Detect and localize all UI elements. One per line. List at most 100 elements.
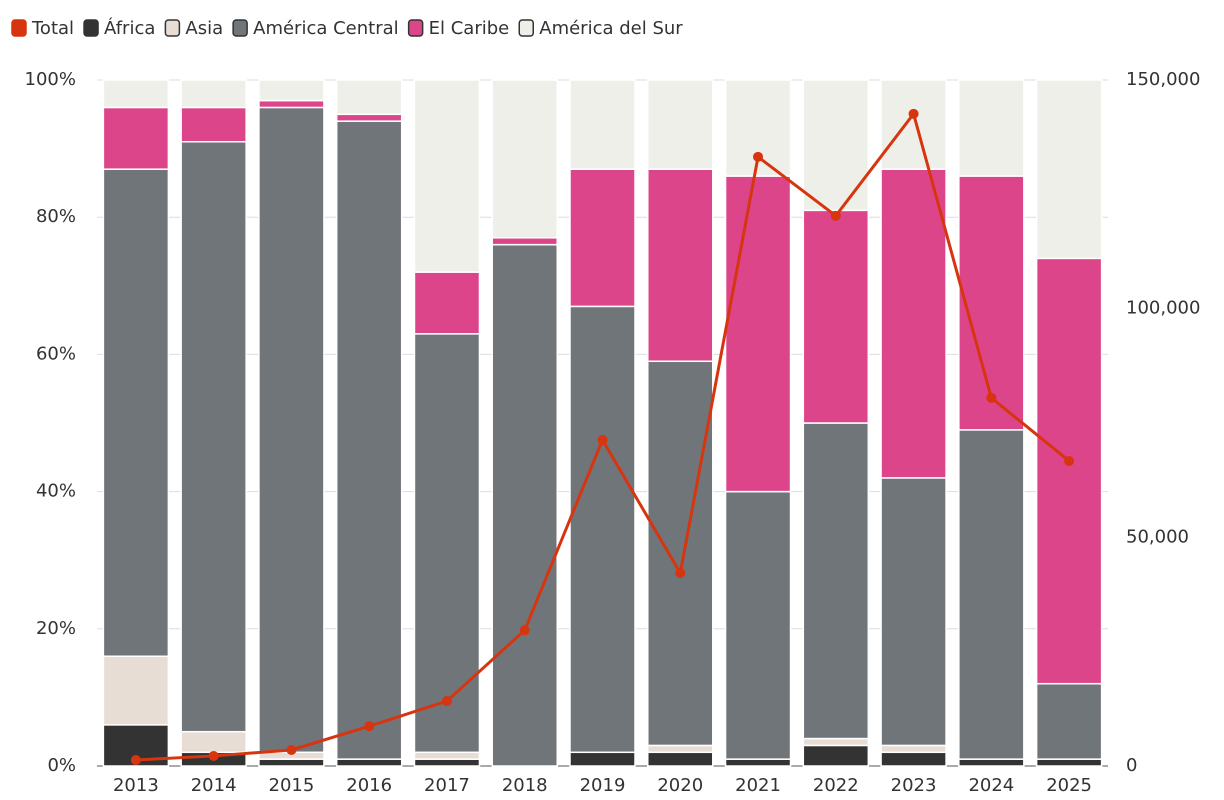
bar-segment	[102, 168, 170, 657]
bar-segment	[802, 79, 870, 212]
y-tick-label: 40%	[36, 481, 76, 502]
bar-segment	[180, 79, 247, 109]
legend-swatch	[518, 19, 534, 37]
x-tick-label: 2023	[891, 775, 937, 796]
bar-segment	[258, 106, 325, 754]
bar-segment	[880, 744, 947, 754]
total-point	[597, 434, 608, 445]
y2-tick-label: 0	[1126, 755, 1137, 776]
bar-segment	[958, 79, 1025, 177]
bar-segment	[647, 168, 714, 363]
x-tick-label: 2025	[1046, 775, 1092, 796]
bar-segment	[413, 751, 481, 760]
total-point	[286, 744, 297, 755]
bar-segment	[880, 79, 947, 170]
bar-segment	[491, 79, 558, 239]
bar-segment	[880, 168, 947, 479]
y2-tick-label: 100,000	[1126, 298, 1200, 319]
bar-segment	[413, 79, 481, 273]
bar-segment	[569, 79, 636, 170]
y-tick-label: 20%	[36, 618, 76, 639]
total-point	[208, 750, 219, 761]
x-tick-label: 2020	[657, 775, 703, 796]
total-point	[908, 108, 919, 119]
total-point	[364, 721, 375, 732]
bar-segment	[102, 79, 170, 109]
y2-tick-label: 150,000	[1126, 69, 1200, 90]
bar-segment	[335, 79, 403, 116]
legend-swatch	[407, 19, 424, 37]
bar-segment	[258, 79, 325, 102]
bar-segment	[647, 751, 714, 767]
bar-segment	[335, 758, 403, 767]
bar-segment	[724, 490, 792, 760]
legend-label: El Caribe	[429, 18, 510, 39]
bar-segment	[258, 99, 325, 109]
bar-segment	[958, 175, 1025, 431]
legend-label: Total	[31, 18, 74, 39]
bar-segment	[958, 758, 1025, 767]
bar-segment	[102, 106, 170, 170]
total-point	[675, 568, 686, 579]
bar-segment	[413, 271, 481, 335]
bar-segment	[180, 140, 247, 733]
bar-segment	[1035, 257, 1103, 685]
bar-segment	[724, 175, 792, 493]
y-tick-label: 100%	[25, 69, 76, 90]
bar-segment	[802, 422, 870, 740]
bar-segment	[258, 758, 325, 767]
total-point	[830, 210, 841, 221]
legend-swatch	[232, 19, 248, 37]
legend-label: Asia	[185, 18, 223, 39]
legend-swatch	[164, 19, 181, 37]
bar-segment	[647, 79, 714, 170]
bar-segment	[1035, 682, 1103, 760]
bar-segment	[180, 730, 247, 754]
x-tick-label: 2015	[269, 775, 315, 796]
bar-segment	[880, 751, 947, 767]
total-point	[130, 755, 141, 766]
bar-segment	[880, 477, 947, 747]
x-tick-label: 2019	[580, 775, 626, 796]
bar-segment	[647, 360, 714, 747]
legend-label: América del Sur	[539, 18, 683, 39]
x-tick-label: 2013	[113, 775, 159, 796]
bar-segment	[335, 120, 403, 760]
x-tick-label: 2017	[424, 775, 470, 796]
y-tick-label: 80%	[36, 206, 76, 227]
legend-swatch	[83, 19, 99, 37]
x-tick-label: 2021	[735, 775, 781, 796]
total-point	[441, 696, 452, 707]
bar-segment	[802, 744, 870, 767]
legend-swatch	[11, 19, 27, 37]
bar-segment	[569, 751, 636, 767]
y-tick-label: 0%	[47, 755, 76, 776]
bar-segment	[335, 113, 403, 122]
bar-segment	[413, 333, 481, 754]
total-point	[1064, 455, 1075, 466]
x-tick-label: 2022	[813, 775, 859, 796]
bar-segment	[1035, 79, 1103, 260]
bar-segment	[180, 106, 247, 143]
legend-label: América Central	[253, 18, 399, 39]
bar-segment	[647, 744, 714, 754]
bar-segment	[802, 737, 870, 747]
bar-segment	[102, 655, 170, 726]
bar-segment	[569, 168, 636, 308]
bar-segment	[724, 758, 792, 767]
y2-tick-label: 50,000	[1126, 526, 1189, 547]
x-tick-label: 2016	[346, 775, 392, 796]
bar-segment	[802, 209, 870, 424]
total-point	[753, 151, 764, 162]
total-point	[986, 392, 997, 403]
y-tick-label: 60%	[36, 343, 76, 364]
bar-segment	[491, 237, 558, 246]
legend-label: África	[104, 17, 155, 39]
x-tick-label: 2014	[191, 775, 237, 796]
x-tick-label: 2024	[968, 775, 1014, 796]
x-tick-label: 2018	[502, 775, 548, 796]
total-point	[519, 625, 530, 636]
bar-segment	[413, 758, 481, 767]
bar-segment	[1035, 758, 1103, 767]
